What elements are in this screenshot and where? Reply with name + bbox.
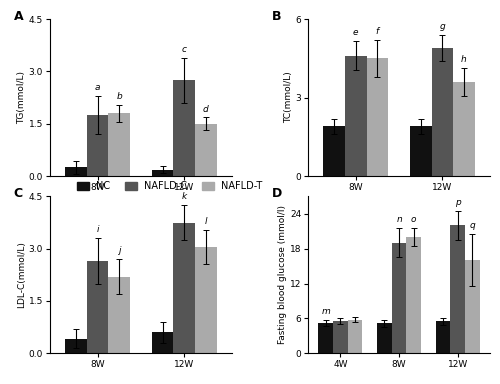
Bar [432,48,453,176]
Legend: NC, NAFLD-C, NAFLD-T: NC, NAFLD-C, NAFLD-T [77,181,262,191]
Bar [436,321,450,353]
Text: f: f [376,27,379,36]
Y-axis label: TC(mmol/L): TC(mmol/L) [284,72,292,124]
Text: p: p [455,198,460,207]
Bar [410,126,432,176]
Bar [195,247,216,353]
Text: D: D [272,187,282,200]
Text: q: q [470,221,476,230]
Bar [65,339,87,353]
Bar [108,276,130,353]
Bar [152,170,174,176]
Bar [174,223,195,353]
Text: B: B [272,10,281,23]
Text: h: h [461,55,467,64]
Text: A: A [14,10,24,23]
Bar [453,82,475,176]
Y-axis label: LDL-C(mmol/L): LDL-C(mmol/L) [17,242,26,308]
Text: g: g [440,22,446,31]
Text: b: b [116,92,122,101]
Y-axis label: Fasting blood glucose (mmol/l): Fasting blood glucose (mmol/l) [278,205,287,344]
Text: i: i [96,225,99,234]
Text: l: l [204,217,207,226]
Bar [392,243,406,353]
Bar [345,56,366,176]
Text: k: k [182,192,187,201]
Bar [324,126,345,176]
Text: a: a [95,83,100,92]
Bar [152,333,174,353]
Bar [406,237,421,353]
Text: e: e [353,28,358,38]
Bar [377,323,392,353]
Text: c: c [182,45,186,54]
Bar [65,167,87,176]
Bar [87,261,108,353]
Y-axis label: TG(mmol/L): TG(mmol/L) [17,71,26,124]
Bar [348,319,362,353]
Text: j: j [118,246,120,255]
Bar [174,80,195,176]
Text: m: m [322,307,330,316]
Bar [318,323,333,353]
Bar [450,225,465,353]
Text: o: o [411,215,416,225]
Bar [333,321,348,353]
Bar [195,124,216,176]
Bar [108,113,130,176]
Text: d: d [203,104,208,114]
Bar [87,115,108,176]
Bar [465,260,479,353]
Text: n: n [396,215,402,225]
Text: C: C [14,187,23,200]
Bar [366,58,388,176]
